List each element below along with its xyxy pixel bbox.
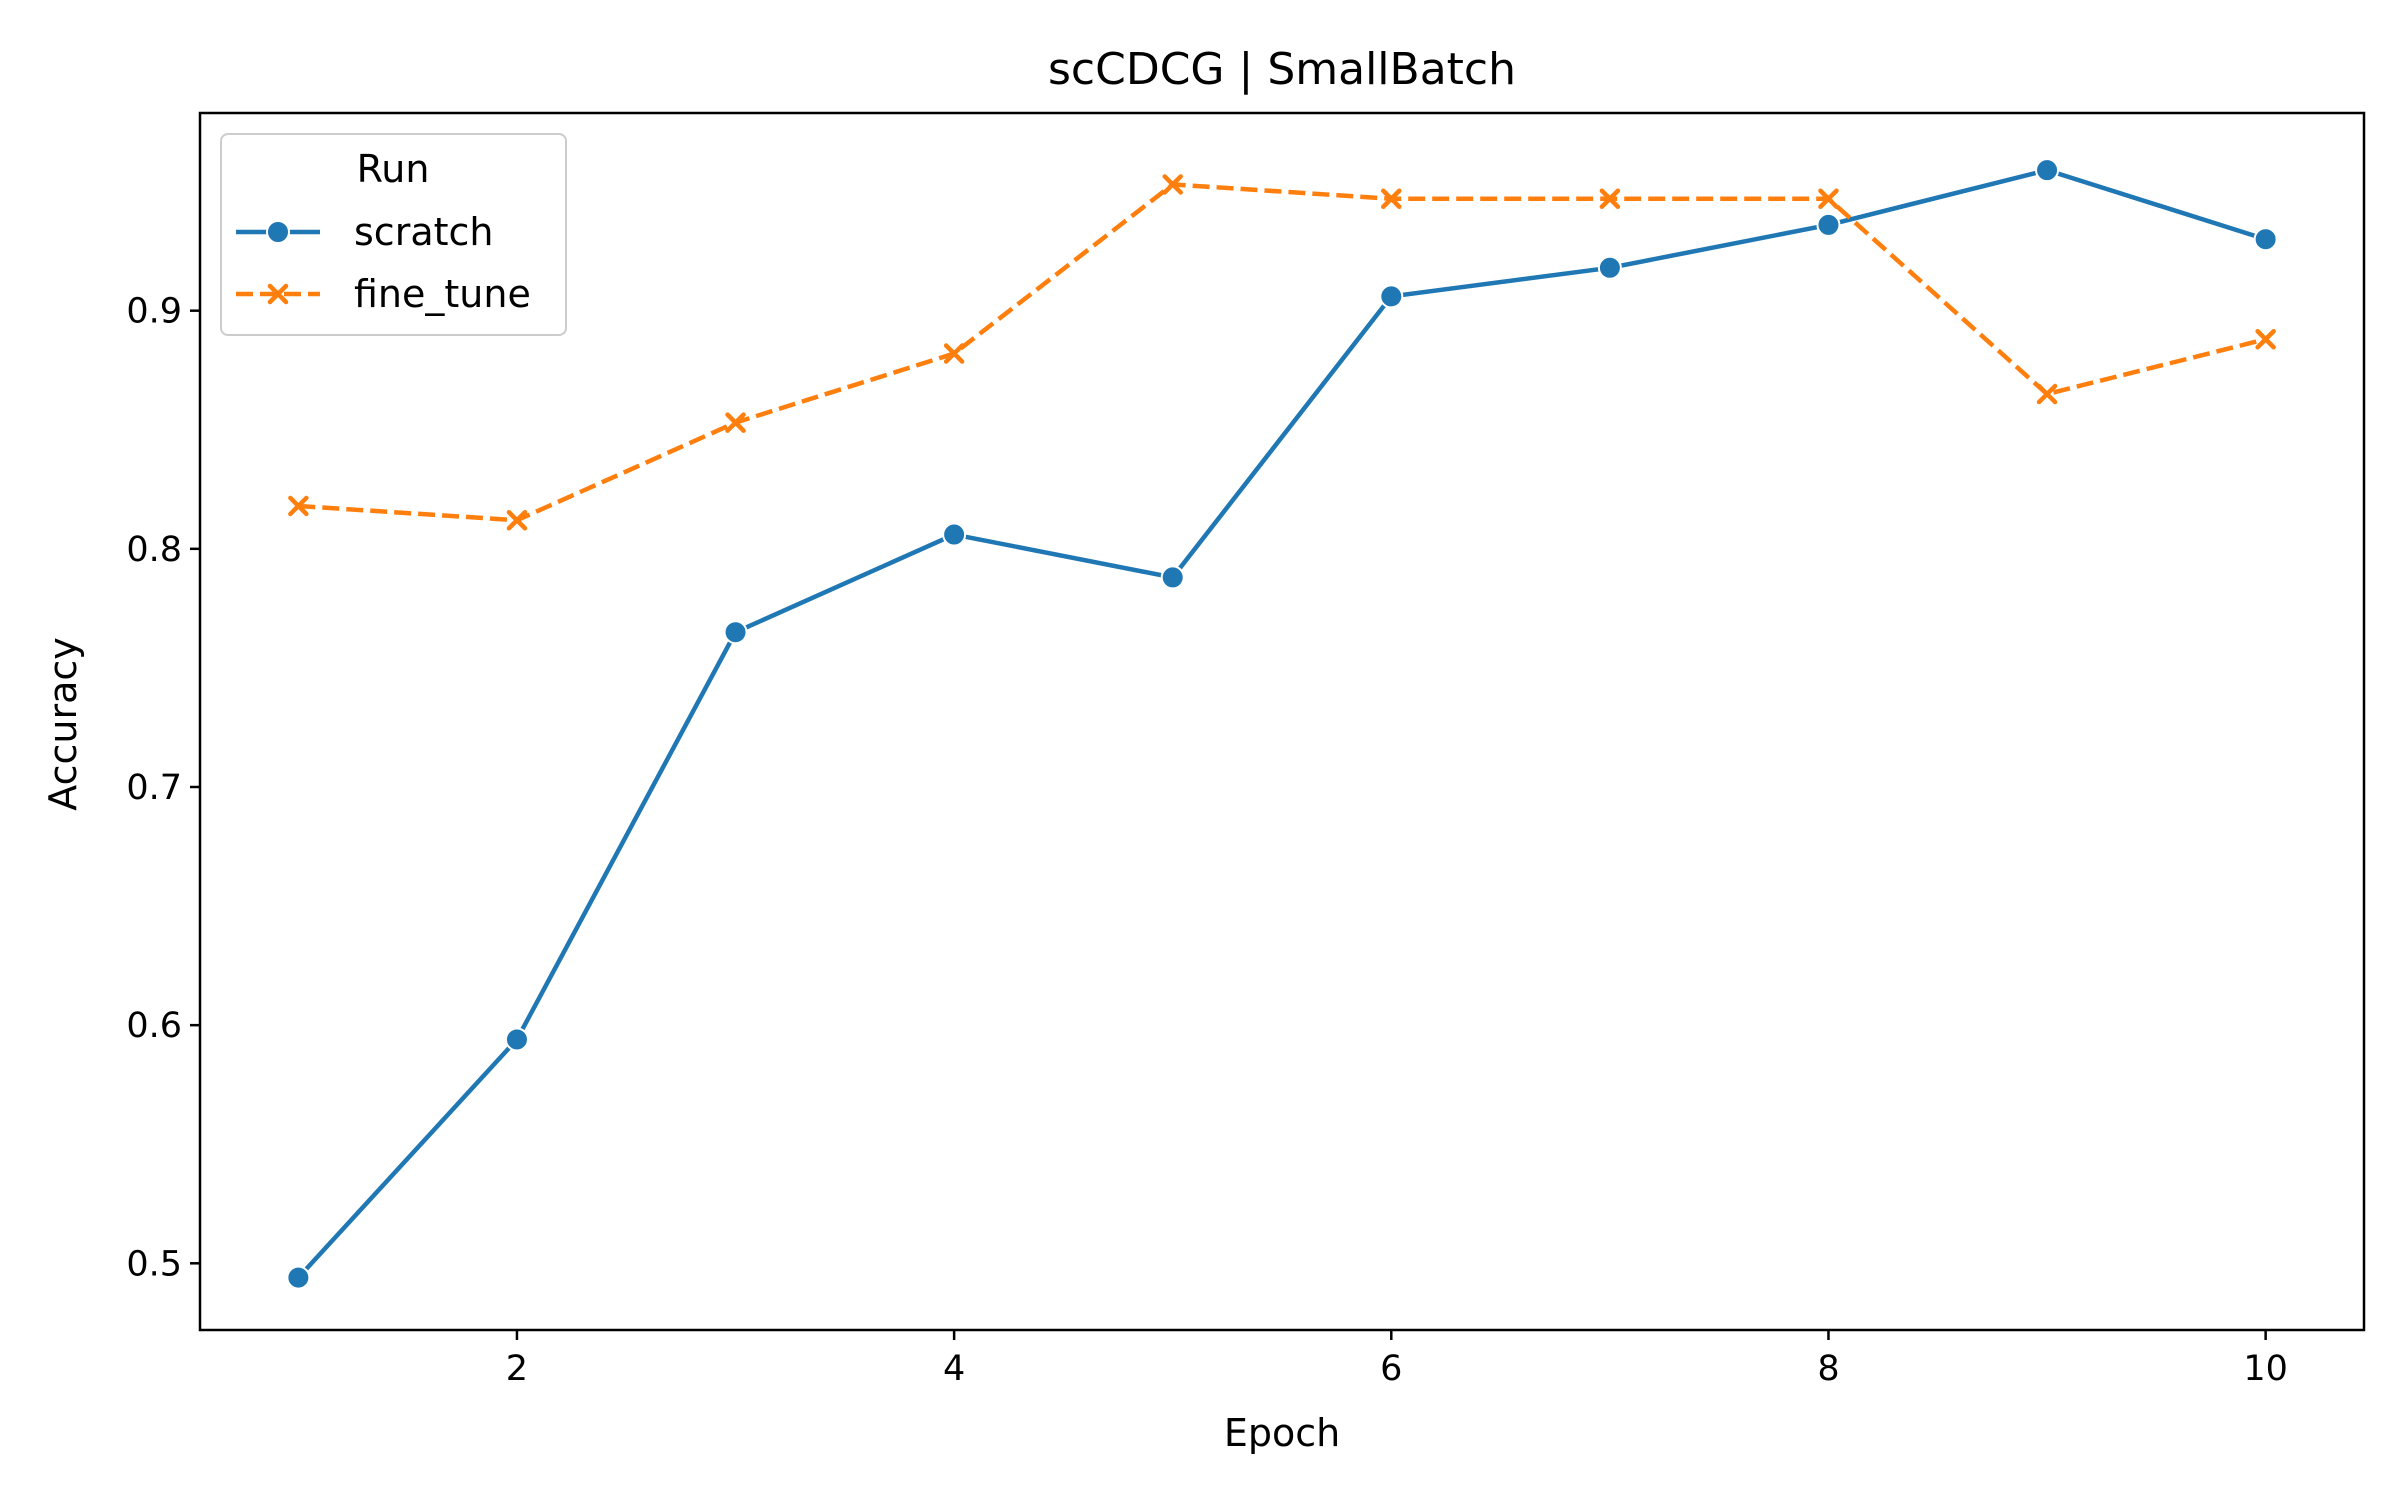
data-point <box>723 620 748 645</box>
plot-area <box>286 158 2278 1290</box>
legend-marker <box>266 220 290 244</box>
series-line <box>298 182 2267 523</box>
data-point <box>504 1027 529 1052</box>
data-point <box>1379 284 1404 309</box>
x-tick-label: 8 <box>1817 1349 1839 1389</box>
series-scratch <box>286 158 2278 1290</box>
data-point <box>2036 383 2058 405</box>
legend-title: Run <box>357 147 430 191</box>
chart-title: scCDCG | SmallBatch <box>1048 44 1516 95</box>
x-axis: 2 4 6 8 10 <box>506 1330 2288 1389</box>
x-tick-label: 4 <box>943 1349 965 1389</box>
data-point <box>2035 158 2060 183</box>
data-point <box>286 1265 311 1290</box>
series-line <box>296 167 2267 1280</box>
x-tick-label: 10 <box>2243 1349 2288 1389</box>
x-tick-label: 2 <box>506 1349 528 1389</box>
data-point <box>2255 329 2276 350</box>
data-point <box>1816 212 1841 237</box>
x-tick-label: 6 <box>1380 1349 1402 1389</box>
series-fine-tune <box>288 174 2276 531</box>
data-point <box>2253 227 2278 252</box>
data-point <box>1162 174 1183 195</box>
data-point <box>943 343 965 364</box>
legend-marker <box>267 283 289 305</box>
y-tick-label: 0.6 <box>126 1006 182 1046</box>
y-axis-label: Accuracy <box>41 637 85 811</box>
data-point <box>725 412 746 433</box>
data-point <box>288 495 309 517</box>
y-axis: 0.5 0.6 0.7 0.8 0.9 <box>126 292 200 1284</box>
legend-label: scratch <box>354 210 493 254</box>
legend: Run scratch fine_tune <box>220 133 567 336</box>
data-point <box>506 510 528 531</box>
x-axis-label: Epoch <box>1224 1411 1340 1455</box>
data-point <box>1818 188 1839 209</box>
data-point <box>1381 188 1402 209</box>
legend-item-fine-tune: fine_tune <box>236 272 531 316</box>
y-tick-label: 0.8 <box>126 530 182 570</box>
data-point <box>942 522 967 547</box>
legend-item-scratch: scratch <box>236 210 493 254</box>
data-point <box>1160 565 1185 590</box>
y-tick-label: 0.5 <box>126 1244 182 1284</box>
legend-entries: scratch fine_tune <box>236 210 531 316</box>
y-tick-label: 0.9 <box>126 292 182 332</box>
legend-label: fine_tune <box>354 272 531 316</box>
legend-box <box>220 133 567 336</box>
data-point <box>1597 255 1622 280</box>
data-point <box>1599 188 1621 209</box>
axes-frame <box>198 111 2366 1332</box>
y-tick-label: 0.7 <box>126 768 182 808</box>
